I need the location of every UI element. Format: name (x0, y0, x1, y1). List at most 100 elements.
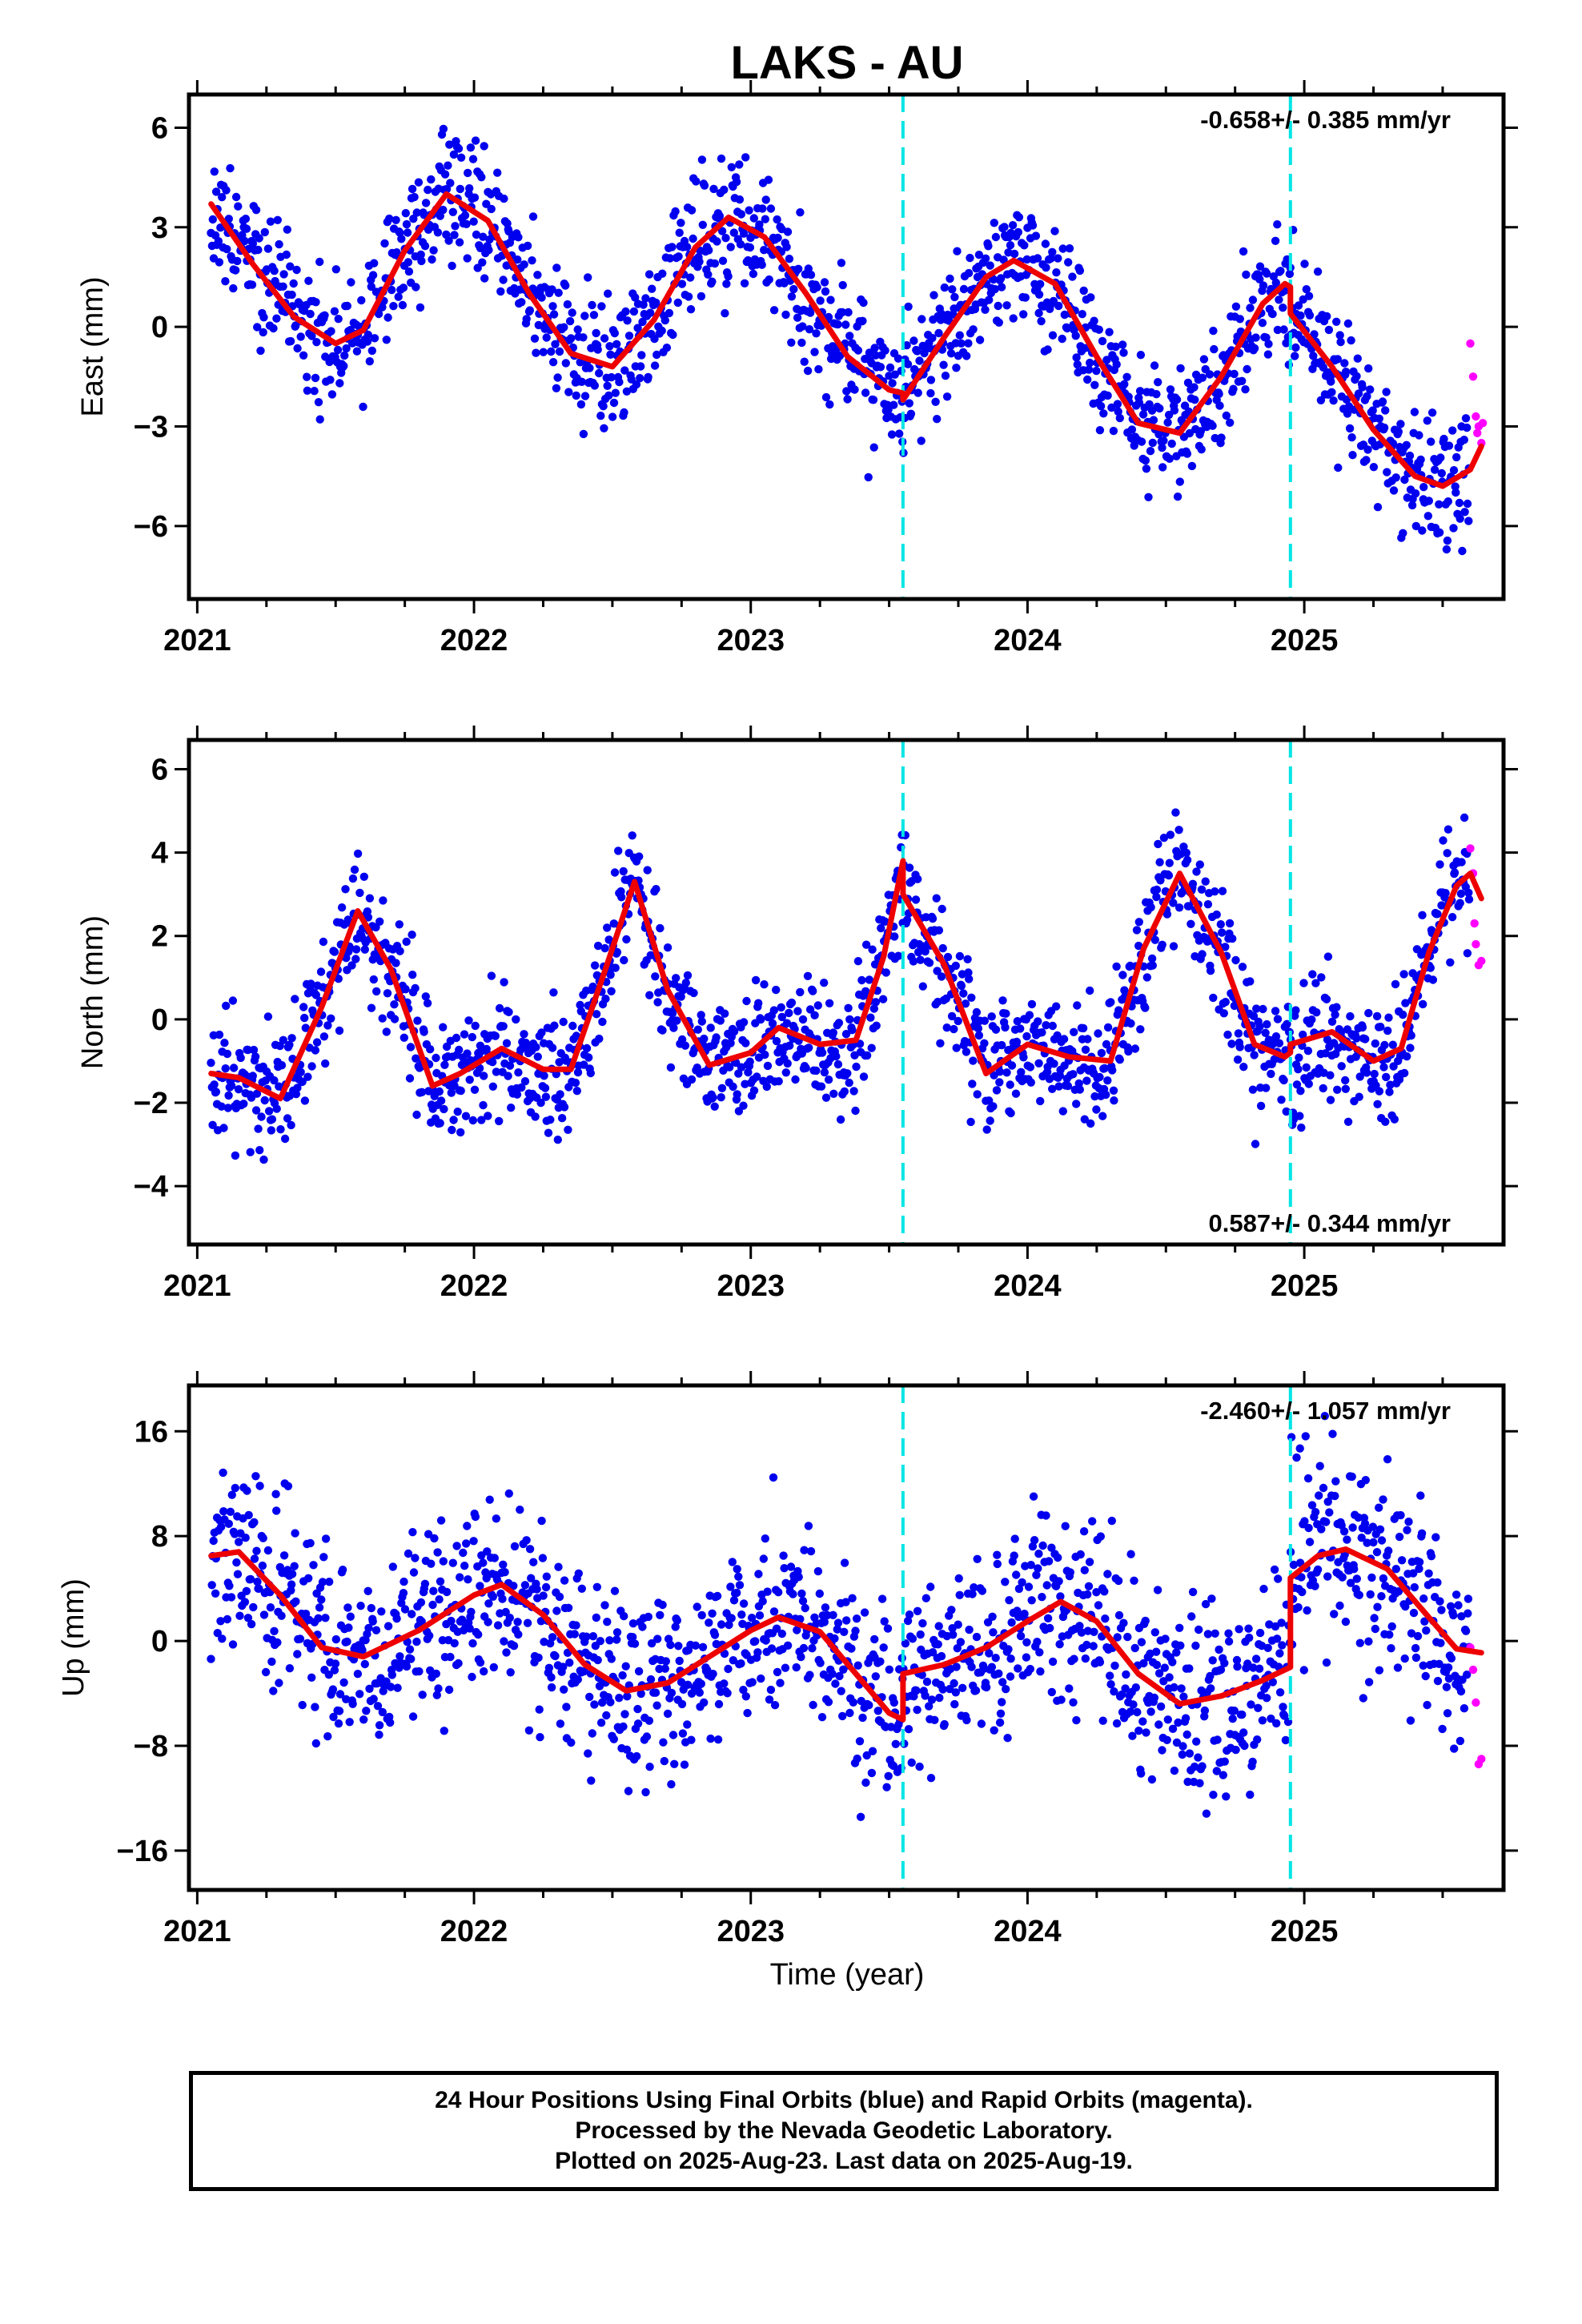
final-orbit-point (523, 241, 532, 251)
final-orbit-point (952, 364, 961, 372)
final-orbit-point (527, 1574, 536, 1582)
final-orbit-point (838, 280, 847, 290)
final-orbit-point (378, 1707, 387, 1717)
final-orbit-point (492, 1514, 500, 1523)
final-orbit-point (1170, 1683, 1178, 1692)
final-orbit-point (461, 1112, 471, 1120)
final-orbit-point (794, 264, 803, 273)
final-orbit-point (717, 154, 726, 163)
final-orbit-point (424, 1530, 433, 1538)
final-orbit-point (452, 1542, 461, 1550)
final-orbit-point (1352, 1574, 1362, 1583)
final-orbit-point (615, 1694, 624, 1703)
final-orbit-point (761, 1636, 770, 1645)
final-orbit-point (476, 1658, 485, 1667)
final-orbit-point (1080, 1115, 1090, 1124)
final-orbit-point (487, 971, 496, 980)
final-orbit-point (1028, 221, 1038, 230)
final-orbit-point (590, 1700, 599, 1709)
final-orbit-point (400, 1605, 410, 1614)
final-orbit-point (423, 999, 432, 1007)
final-orbit-point (805, 1043, 813, 1052)
final-orbit-point (729, 1027, 739, 1036)
final-orbit-point (1263, 269, 1271, 278)
final-orbit-point (1267, 1069, 1275, 1079)
final-orbit-point (1113, 400, 1122, 408)
final-orbit-point (1152, 1647, 1161, 1656)
final-orbit-point (650, 334, 659, 344)
final-orbit-point (739, 1018, 749, 1027)
final-orbit-point (215, 258, 224, 267)
final-orbit-point (279, 1035, 287, 1045)
final-orbit-point (551, 1651, 560, 1661)
final-orbit-point (1170, 406, 1179, 415)
final-orbit-point (648, 284, 656, 293)
final-orbit-point (1251, 333, 1260, 342)
final-orbit-point (1456, 1736, 1465, 1746)
final-orbit-point (1436, 1638, 1445, 1647)
model-fit-line (208, 191, 1484, 489)
final-orbit-point (645, 991, 654, 999)
final-orbit-point (926, 388, 935, 398)
final-orbit-point (614, 846, 623, 855)
final-orbit-point (715, 211, 725, 220)
final-orbit-point (607, 1655, 616, 1663)
final-orbit-point (950, 292, 959, 302)
final-orbit-point (724, 1664, 733, 1674)
final-orbit-point (216, 1617, 225, 1626)
final-orbit-point (248, 239, 258, 248)
final-orbit-point (221, 1064, 230, 1073)
final-orbit-point (510, 1542, 520, 1551)
final-orbit-point (717, 1084, 727, 1093)
final-orbit-point (1277, 1096, 1286, 1104)
final-orbit-point (1323, 1498, 1332, 1506)
final-orbit-point (1299, 1666, 1309, 1675)
final-orbit-point (1435, 1597, 1444, 1606)
final-orbit-point (1333, 1085, 1342, 1095)
final-orbit-point (1114, 1006, 1123, 1015)
y-tick-label: 16 (135, 1415, 168, 1449)
final-orbit-point (1139, 1659, 1148, 1668)
final-orbit-point (876, 363, 885, 372)
final-orbit-point (1102, 1039, 1111, 1049)
final-orbit-point (541, 1582, 551, 1592)
final-orbit-point (1307, 1501, 1317, 1510)
final-orbit-point (862, 1751, 871, 1760)
final-orbit-point (1399, 529, 1407, 537)
final-orbit-point (1372, 1548, 1382, 1557)
final-orbit-point (773, 215, 781, 224)
final-orbit-point (698, 1642, 708, 1651)
final-orbit-point (291, 1529, 299, 1538)
final-orbit-point (340, 351, 349, 360)
final-orbit-point (487, 204, 496, 214)
final-orbit-point (1244, 1624, 1253, 1633)
final-orbit-point (833, 1059, 843, 1069)
final-orbit-point (243, 1045, 252, 1055)
final-orbit-point (986, 261, 994, 270)
final-orbit-point (1090, 316, 1098, 325)
final-orbit-point (632, 1751, 641, 1761)
final-orbit-point (813, 1566, 823, 1576)
final-orbit-point (1134, 1727, 1143, 1735)
final-orbit-point (314, 1614, 323, 1623)
final-orbit-point (588, 1729, 596, 1738)
final-orbit-point (287, 1120, 295, 1130)
final-orbit-point (1263, 1019, 1271, 1029)
final-orbit-point (872, 1021, 881, 1031)
final-orbit-point (876, 1657, 885, 1666)
final-orbit-point (1378, 397, 1387, 406)
final-orbit-point (661, 316, 669, 325)
final-orbit-point (689, 234, 697, 243)
final-orbit-point (1418, 526, 1427, 535)
final-orbit-point (421, 199, 431, 207)
final-orbit-point (1238, 963, 1247, 971)
final-orbit-point (1137, 1638, 1146, 1647)
final-orbit-point (1065, 1684, 1074, 1693)
final-orbit-point (398, 300, 408, 310)
final-orbit-point (1368, 406, 1377, 415)
final-orbit-point (1038, 1541, 1047, 1550)
final-orbit-point (600, 943, 609, 953)
final-orbit-point (967, 993, 976, 1003)
final-orbit-point (537, 1516, 546, 1526)
